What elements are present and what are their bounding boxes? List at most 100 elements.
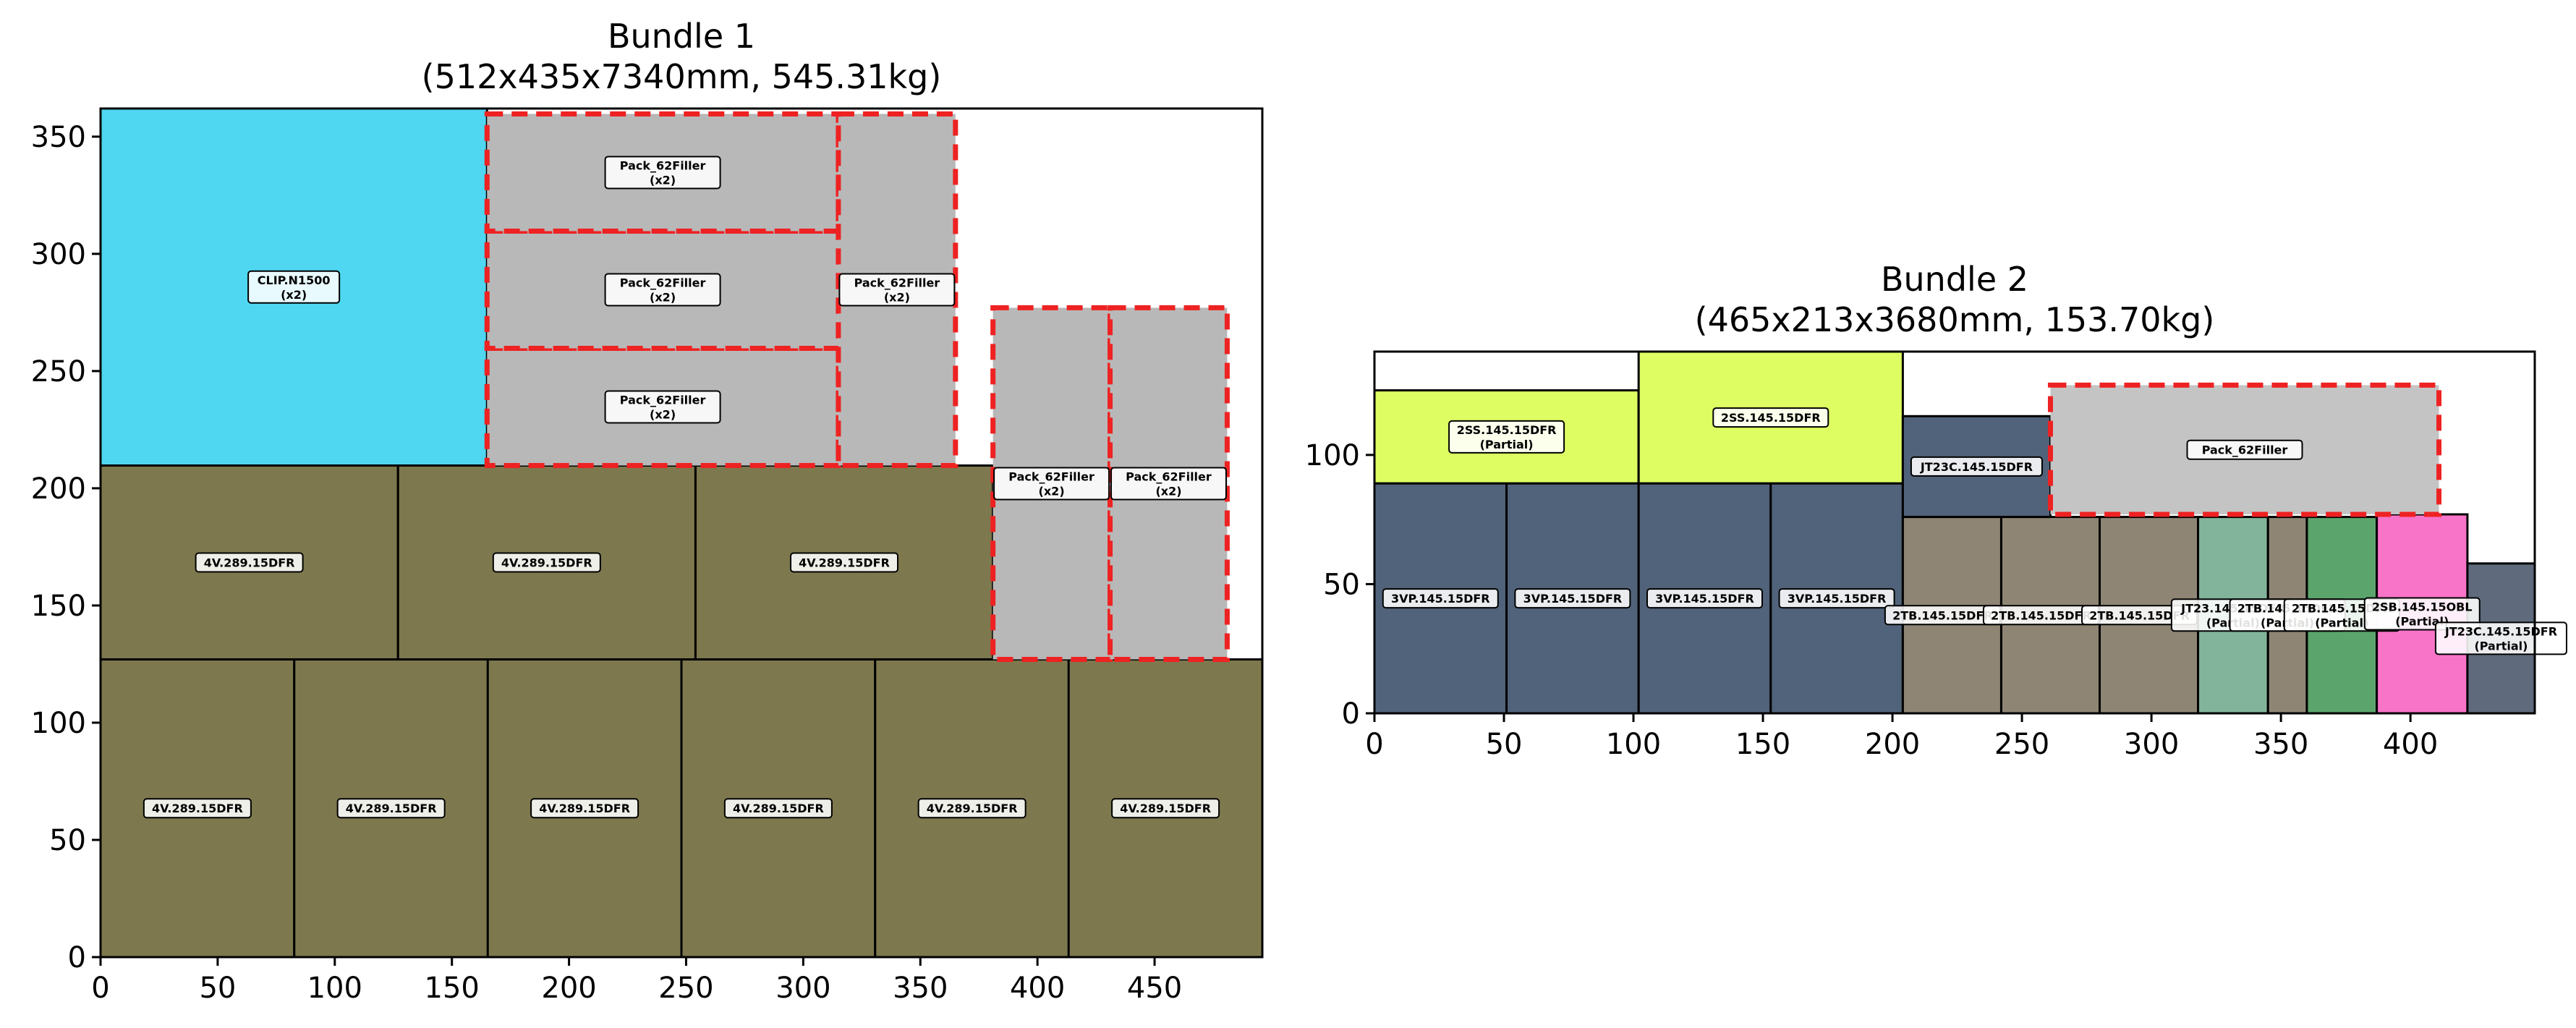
box-label-bg: [1382, 588, 1499, 609]
box-label-name: 2SS.145.15DFR: [1721, 411, 1821, 425]
x-tick-label: 200: [541, 972, 596, 1005]
axes-frame: [99, 107, 1264, 959]
box-label-bg: [1448, 420, 1565, 454]
box-label: 4V.289.15DFR: [917, 798, 1026, 819]
box-label-name: Pack_62Filler: [1126, 470, 1212, 483]
x-tick-label: 300: [2124, 728, 2179, 761]
box-label: 4V.289.15DFR: [1111, 798, 1220, 819]
x-tick-label: 450: [1127, 972, 1182, 1005]
x-tick-label: 50: [1486, 728, 1523, 761]
x-tick-label: 200: [1865, 728, 1920, 761]
box-label-name: Pack_62Filler: [1008, 470, 1094, 483]
box-label-note: (Partial): [2474, 639, 2528, 653]
box-label-bg: [1646, 588, 1763, 609]
box-label-name: 4V.289.15DFR: [152, 802, 243, 815]
x-tick-label: 300: [775, 972, 830, 1005]
box-label: 4V.289.15DFR: [723, 798, 833, 819]
box-label-bg: [195, 552, 304, 573]
x-tick-label: 250: [1994, 728, 2049, 761]
x-tick-label: 150: [425, 972, 480, 1005]
box-label: 4V.289.15DFR: [336, 798, 446, 819]
box-label-bg: [1110, 467, 1227, 501]
box-label-name: 3VP.145.15DFR: [1523, 592, 1623, 606]
box-label: Pack_62Filler(x2): [604, 156, 721, 190]
box-label-name: 3VP.145.15DFR: [1391, 592, 1490, 606]
box-label-note: (x2): [1039, 484, 1065, 498]
box-label-name: Pack_62Filler: [854, 276, 940, 289]
chart-subtitle: (465x213x3680mm, 153.70kg): [1695, 300, 2215, 339]
box-label-note: (x2): [281, 288, 307, 302]
box-label-name: CLIP.N1500: [258, 273, 331, 287]
y-tick-label: 350: [31, 121, 86, 154]
y-tick-label: 0: [68, 941, 86, 974]
y-tick-label: 100: [31, 707, 86, 740]
y-tick-label: 250: [31, 355, 86, 388]
x-tick-label: 0: [1365, 728, 1383, 761]
box-label-name: 4V.289.15DFR: [927, 802, 1018, 815]
box-label-name: 4V.289.15DFR: [204, 556, 295, 569]
box-label-note: (Partial): [1480, 438, 1534, 451]
box-label-note: (Partial): [2315, 616, 2368, 629]
box-label-bg: [247, 270, 341, 304]
box-label: 2TB.145.15DFR: [1982, 605, 2099, 626]
box-label-name: 4V.289.15DFR: [733, 802, 824, 815]
box-label-name: 3VP.145.15DFR: [1788, 592, 1887, 606]
box-label-bg: [530, 798, 639, 819]
box-label-bg: [492, 552, 601, 573]
box-label: Pack_62Filler(x2): [1110, 467, 1227, 501]
box-label-bg: [604, 390, 721, 424]
box-label-note: (x2): [884, 290, 910, 304]
chart-title: Bundle 2: [1881, 260, 2028, 299]
box-label-note: (x2): [650, 173, 676, 187]
box-label: CLIP.N1500(x2): [247, 270, 341, 304]
y-tick-label: 200: [31, 472, 86, 506]
bundle-1-chart: Bundle 1(512x435x7340mm, 545.31kg) 4V.289…: [31, 17, 1264, 1005]
box-label: 2SS.145.15DFR: [1712, 407, 1829, 428]
box-label-name: 2TB.145.15DFR: [1892, 608, 1993, 622]
box-label-note: (x2): [650, 407, 676, 421]
box-label-name: 4V.289.15DFR: [799, 556, 890, 569]
box-label: JT23C.145.15DFR: [1910, 456, 2043, 477]
y-tick-label: 0: [1342, 697, 1360, 731]
axes-frame: [1373, 350, 2536, 715]
box-label-name: JT23C.145.15DFR: [2444, 624, 2557, 638]
x-tick-label: 100: [1606, 728, 1661, 761]
box-label-name: 3VP.145.15DFR: [1655, 592, 1754, 606]
x-tick-label: 350: [893, 972, 948, 1005]
x-tick-label: 250: [658, 972, 713, 1005]
box-label-name: JT23C.145.15DFR: [1920, 460, 2033, 474]
y-tick-label: 50: [1323, 568, 1360, 601]
box-label: 3VP.145.15DFR: [1778, 588, 1895, 609]
box-label-name: 4V.289.15DFR: [346, 802, 437, 815]
box-label-bg: [917, 798, 1026, 819]
box-label-name: Pack_62Filler: [620, 276, 706, 289]
box-label: 2TB.145.15DFR: [1884, 605, 2001, 626]
box-label-name: Pack_62Filler: [620, 158, 706, 172]
box-label-bg: [336, 798, 446, 819]
box-label-bg: [1111, 798, 1220, 819]
box-label: 4V.289.15DFR: [530, 798, 639, 819]
x-tick-label: 50: [199, 972, 236, 1005]
y-tick-label: 50: [49, 824, 86, 857]
box-label-name: 4V.289.15DFR: [501, 556, 592, 569]
x-tick-label: 150: [1735, 728, 1790, 761]
box-label-bg: [1712, 407, 1829, 428]
box-label-name: Pack_62Filler: [620, 393, 706, 407]
box-label-bg: [790, 552, 899, 573]
chart-subtitle: (512x435x7340mm, 545.31kg): [422, 57, 942, 96]
box-label: 3VP.145.15DFR: [1514, 588, 1631, 609]
box-label-name: 4V.289.15DFR: [1120, 802, 1211, 815]
box-label-bg: [993, 467, 1110, 501]
box-label-bg: [604, 156, 721, 190]
x-tick-label: 350: [2253, 728, 2308, 761]
x-tick-label: 400: [2383, 728, 2438, 761]
box-label: 2TB.145.15DFR: [2081, 605, 2198, 626]
box-label-name: 2TB.145.15DFR: [1991, 608, 2091, 622]
box-label: 4V.289.15DFR: [195, 552, 304, 573]
box-label-bg: [143, 798, 252, 819]
chart-title: Bundle 1: [608, 17, 755, 56]
box-label-bg: [2186, 439, 2303, 460]
y-tick-label: 300: [31, 238, 86, 271]
box-label: 4V.289.15DFR: [790, 552, 899, 573]
